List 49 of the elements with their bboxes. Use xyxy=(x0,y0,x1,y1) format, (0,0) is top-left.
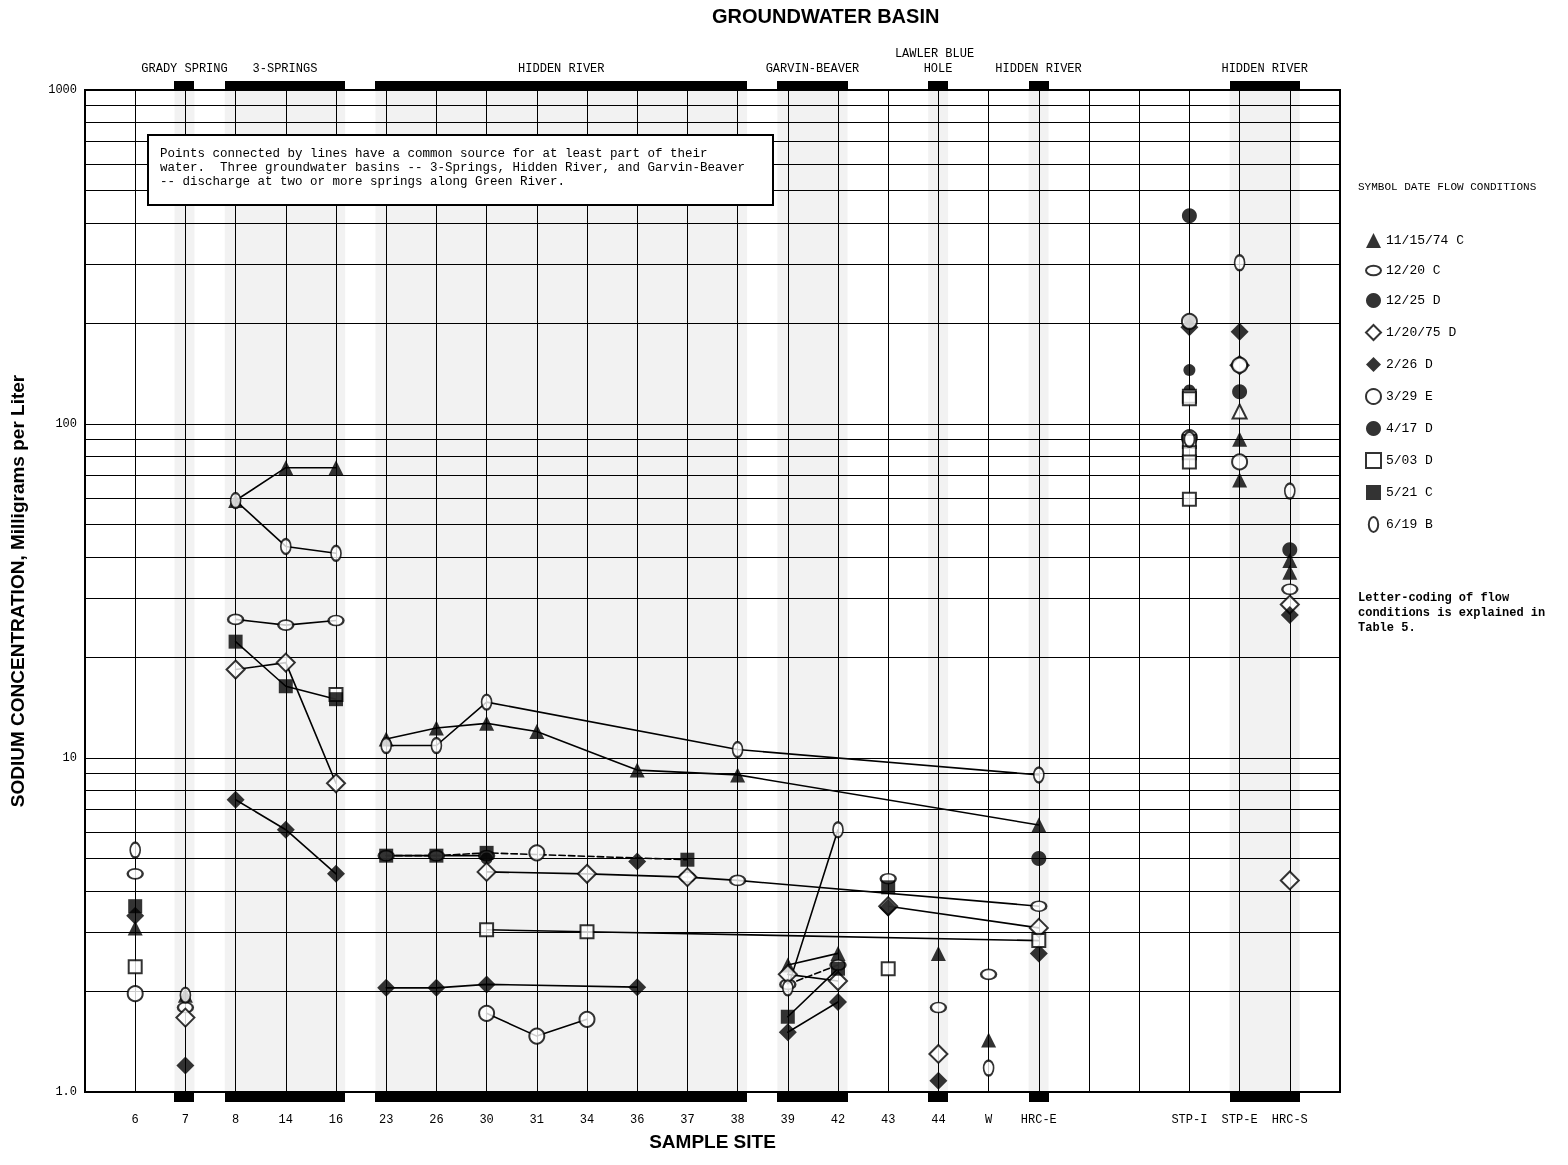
annotation: Points connected by lines have a common source for at least part of their water. Three groundwater basins -- 3-Springs, Hidden River, and Garvin-Beaver -- discharge at two or more springs along Green River. xyxy=(160,147,753,189)
x-axis-title: SAMPLE SITE xyxy=(649,1131,776,1152)
x-tick-label: STP-I xyxy=(1171,1113,1208,1127)
x-tick-label: 34 xyxy=(579,1113,595,1127)
legend-title: SYMBOL DATE FLOW CONDITIONS xyxy=(1358,181,1537,193)
x-tick-label: 38 xyxy=(730,1113,745,1127)
x-tick-label: 44 xyxy=(931,1113,946,1127)
legend-label: 11/15/74 C xyxy=(1386,233,1465,248)
band-label: HIDDEN RIVER xyxy=(1221,61,1308,76)
legend-label: 6/19 B xyxy=(1386,517,1434,532)
text: Letter-coding of flow conditions is explained in Table 5. xyxy=(1358,590,1553,635)
y-tick-label: 1000 xyxy=(48,83,77,97)
x-tick-label: 26 xyxy=(429,1113,444,1127)
x-tick-label: 43 xyxy=(881,1113,896,1127)
legend-label: 2/26 D xyxy=(1386,357,1434,372)
legend-label: 12/25 D xyxy=(1386,293,1441,308)
x-tick-label: 42 xyxy=(830,1113,846,1127)
legend-label: 3/29 E xyxy=(1386,389,1434,404)
band-label: HIDDEN RIVER xyxy=(995,61,1082,76)
y-tick-label: 100 xyxy=(55,417,77,431)
band-label: LAWLER BLUE HOLE xyxy=(894,46,982,76)
y-tick-label: 10 xyxy=(62,751,77,765)
chart-title: GROUNDWATER BASIN xyxy=(712,5,940,27)
x-tick-label: HRC-E xyxy=(1020,1113,1057,1127)
legend-label: 5/21 C xyxy=(1386,485,1434,500)
legend-label: 5/03 D xyxy=(1386,453,1434,468)
x-tick-label: 6 xyxy=(131,1113,139,1127)
x-tick-label: 30 xyxy=(479,1113,494,1127)
band-label: GRADY SPRING xyxy=(141,61,228,76)
x-tick-label: 16 xyxy=(328,1113,344,1127)
legend-label: 4/17 D xyxy=(1386,421,1434,436)
x-tick-label: 8 xyxy=(232,1113,240,1127)
x-tick-label: 7 xyxy=(181,1113,189,1127)
x-tick-label: 31 xyxy=(529,1113,544,1127)
x-tick-label: STP-E xyxy=(1221,1113,1258,1127)
x-tick-label: W xyxy=(985,1113,993,1127)
band-label: HIDDEN RIVER xyxy=(518,61,605,76)
x-tick-label: 37 xyxy=(680,1113,695,1127)
x-tick-label: HRC-S xyxy=(1271,1113,1308,1127)
x-tick-label: 23 xyxy=(379,1113,394,1127)
x-tick-label: 39 xyxy=(780,1113,795,1127)
y-tick-label: 1.0 xyxy=(55,1085,77,1099)
band-label: GARVIN-BEAVER xyxy=(765,61,860,76)
y-axis-title: SODIUM CONCENTRATION, Milligrams per Liter xyxy=(7,374,28,808)
x-tick-label: 36 xyxy=(630,1113,645,1127)
x-tick-label: 14 xyxy=(278,1113,293,1127)
legend-label: 1/20/75 D xyxy=(1386,325,1457,340)
legend-label: 12/20 C xyxy=(1386,263,1441,278)
band-label: 3-SPRINGS xyxy=(252,61,318,76)
